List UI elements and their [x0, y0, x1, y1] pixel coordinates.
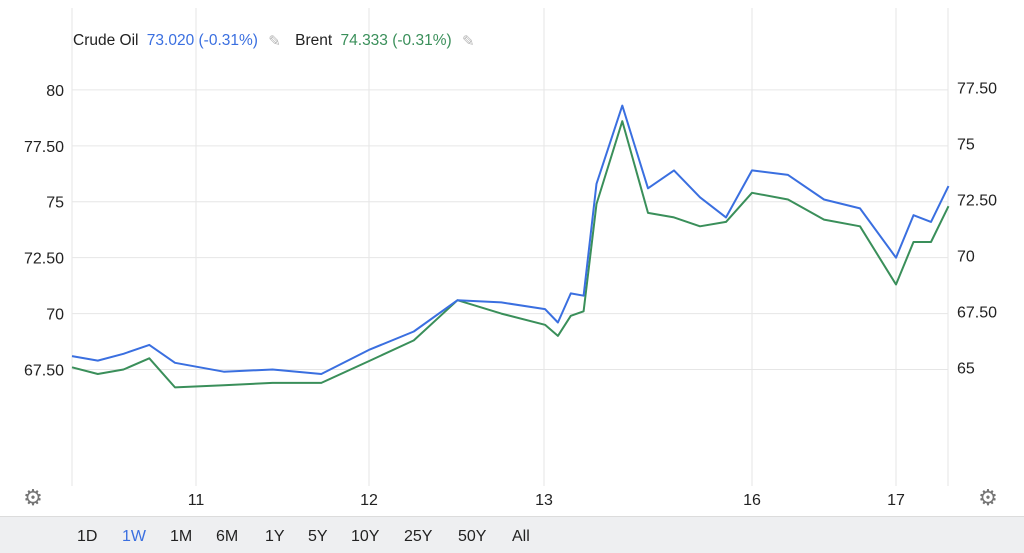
left-axis: 80 77.50 75 72.50 70 67.50	[24, 83, 64, 380]
x-tick-label: 17	[887, 492, 905, 509]
right-settings-gear-icon[interactable]: ⚙	[978, 485, 998, 510]
x-tick-label: 13	[535, 492, 553, 509]
left-tick-label: 70	[46, 307, 64, 324]
right-tick-label: 72.50	[957, 193, 997, 210]
right-tick-label: 70	[957, 248, 975, 265]
left-tick-label: 80	[46, 83, 64, 100]
left-tick-label: 72.50	[24, 251, 64, 268]
left-tick-label: 67.50	[24, 363, 64, 380]
left-tick-label: 75	[46, 195, 64, 212]
x-axis: 11 12 13 16 17	[188, 492, 905, 509]
grid-lines	[71, 8, 949, 486]
crude-oil-series-line	[71, 104, 950, 375]
left-settings-gear-icon[interactable]: ⚙	[23, 485, 43, 510]
series-lines	[71, 104, 950, 389]
legend-crude-value: 73.020 (-0.31%)	[146, 32, 258, 49]
range-button-50y[interactable]: 50Y	[458, 528, 487, 545]
x-tick-label: 12	[360, 492, 378, 509]
range-button-1m[interactable]: 1M	[170, 528, 193, 545]
right-axis: 77.50 75 72.50 70 67.50 65	[957, 81, 997, 378]
chart-legend: Crude Oil 73.020 (-0.31%) ✎ Brent 74.333…	[73, 32, 485, 50]
edit-brent-pencil-icon[interactable]: ✎	[461, 33, 475, 50]
time-range-bar: 1D 1W 1M 6M 1Y 5Y 10Y 25Y 50Y All	[0, 516, 1024, 553]
range-button-6m[interactable]: 6M	[216, 528, 239, 545]
right-tick-label: 75	[957, 137, 975, 154]
x-tick-label: 11	[188, 492, 205, 509]
edit-crude-pencil-icon[interactable]: ✎	[268, 33, 281, 50]
price-chart[interactable]: 11 12 13 16 17 80 77.50 75 72.50 70 67.50 77.50 75…	[0, 0, 1024, 516]
range-button-1d[interactable]: 1D	[77, 528, 98, 545]
range-button-1y[interactable]: 1Y	[265, 528, 285, 545]
range-button-10y[interactable]: 10Y	[351, 528, 380, 545]
legend-brent-value: 74.333 (-0.31%)	[340, 32, 452, 49]
brent-series-line	[71, 120, 950, 389]
left-tick-label: 77.50	[24, 139, 64, 156]
legend-brent-name[interactable]: Brent	[295, 32, 333, 49]
right-tick-label: 77.50	[957, 81, 997, 98]
range-button-all[interactable]: All	[512, 528, 530, 545]
range-button-25y[interactable]: 25Y	[404, 528, 433, 545]
legend-crude-name[interactable]: Crude Oil	[73, 32, 139, 49]
x-tick-label: 16	[743, 492, 761, 509]
right-tick-label: 65	[957, 360, 975, 377]
range-button-5y[interactable]: 5Y	[308, 528, 328, 545]
range-button-1w[interactable]: 1W	[122, 528, 146, 545]
right-tick-label: 67.50	[957, 304, 997, 321]
